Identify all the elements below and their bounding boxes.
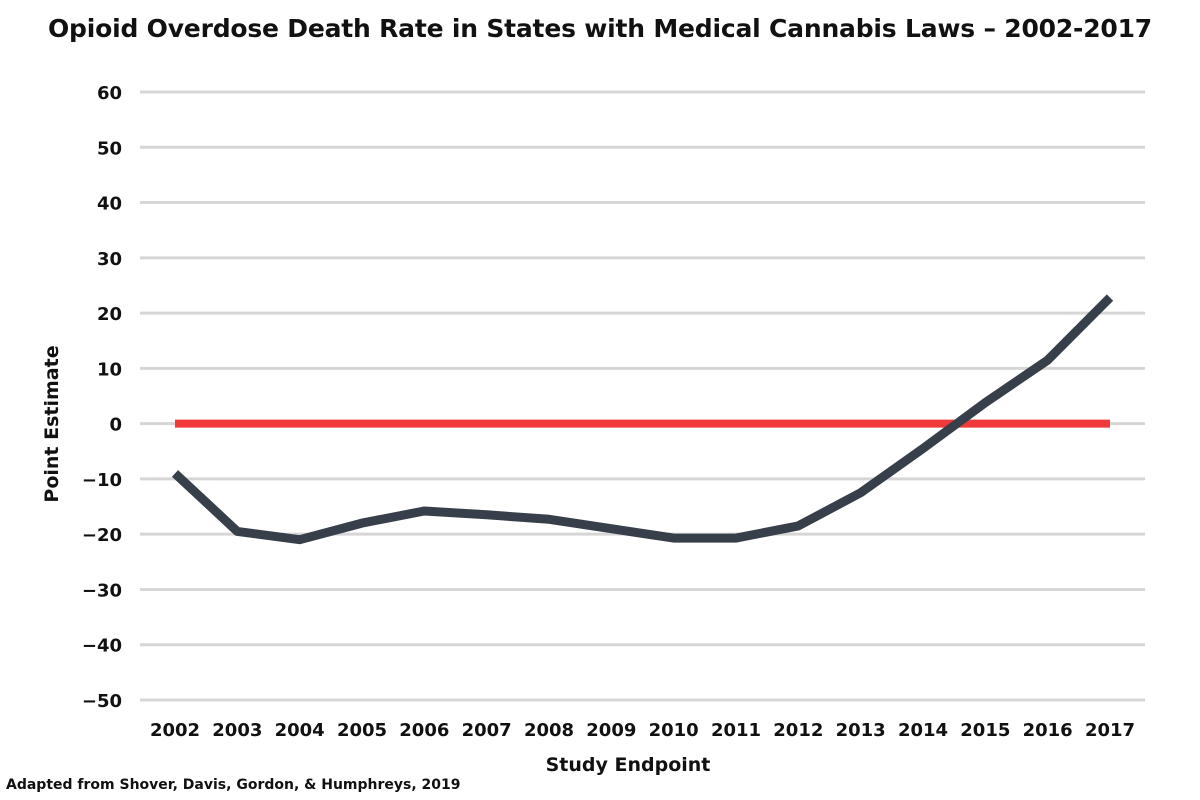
x-tick-label: 2012 [773,720,823,741]
y-tick-label: −10 [82,470,122,491]
x-tick-label: 2006 [399,720,449,741]
y-tick-labels: 60 50 40 30 20 10 0 −10 −20 −30 −40 −50 [82,83,122,712]
x-tick-label: 2011 [711,720,761,741]
y-tick-label: −50 [82,691,122,712]
y-tick-label: −20 [82,525,122,546]
x-tick-label: 2010 [649,720,699,741]
x-tick-label: 2015 [960,720,1010,741]
x-tick-labels: 2002 2003 2004 2005 2006 2007 2008 2009 2010 2011… [150,720,1135,741]
y-tick-label: 60 [97,83,122,104]
x-tick-label: 2017 [1085,720,1135,741]
y-tick-label: −30 [82,580,122,601]
series-group [171,294,1114,545]
y-tick-label: −40 [82,636,122,657]
chart-title: Opioid Overdose Death Rate in States wit… [48,14,1152,43]
y-tick-label: 0 [109,415,122,436]
x-tick-label: 2014 [898,720,948,741]
x-tick-label: 2008 [524,720,574,741]
x-tick-label: 2007 [462,720,512,741]
x-tick-label: 2016 [1023,720,1073,741]
y-tick-label: 20 [97,304,122,325]
x-tick-label: 2005 [337,720,387,741]
x-tick-label: 2009 [586,720,636,741]
y-tick-label: 10 [97,359,122,380]
source-note: Adapted from Shover, Davis, Gordon, & Hu… [6,777,461,793]
y-axis-label: Point Estimate [41,345,63,502]
x-tick-label: 2004 [275,720,325,741]
y-tick-label: 30 [97,249,122,270]
x-tick-label: 2002 [150,720,200,741]
x-tick-label: 2013 [836,720,886,741]
y-tick-label: 40 [97,194,122,215]
y-tick-label: 50 [97,138,122,159]
series-line [171,294,1114,545]
x-axis-label: Study Endpoint [546,754,711,776]
x-tick-label: 2003 [212,720,262,741]
